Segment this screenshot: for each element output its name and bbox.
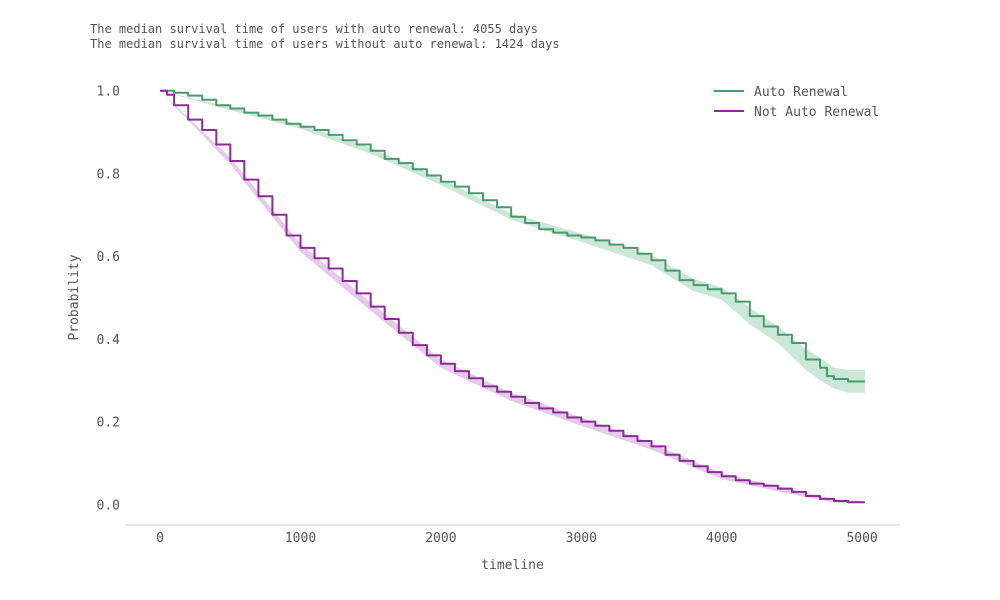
survival-line-auto-renewal	[160, 89, 865, 383]
y-tick-label: 0.2	[97, 416, 120, 431]
y-tick-label: 0.0	[97, 498, 120, 513]
x-tick-label: 3000	[566, 531, 597, 546]
ci-band-auto-renewal	[160, 90, 865, 393]
survival-line-not-auto-renewal	[160, 89, 865, 504]
y-tick-label: 1.0	[97, 85, 120, 100]
survival-lines	[160, 89, 865, 504]
median-no-auto-renewal-note: The median survival time of users withou…	[90, 37, 560, 51]
x-axis-ticks: 0 1000 2000 3000 4000 5000	[156, 531, 878, 546]
y-tick-label: 0.8	[97, 167, 120, 182]
x-tick-label: 4000	[706, 531, 737, 546]
legend-label-auto-renewal: Auto Renewal	[754, 85, 848, 100]
y-tick-label: 0.4	[97, 333, 121, 348]
x-axis-label: timeline	[481, 558, 544, 573]
y-axis-label: Probability	[67, 254, 82, 340]
x-tick-label: 5000	[846, 531, 877, 546]
legend: Auto Renewal Not Auto Renewal	[714, 85, 879, 120]
confidence-bands	[160, 90, 865, 504]
x-tick-label: 2000	[425, 531, 456, 546]
median-auto-renewal-note: The median survival time of users with a…	[90, 22, 538, 36]
y-tick-label: 0.6	[97, 250, 120, 265]
y-axis-ticks: 0.0 0.2 0.4 0.6 0.8 1.0	[97, 85, 121, 514]
x-tick-label: 1000	[285, 531, 316, 546]
ci-band-not-auto-renewal	[160, 90, 865, 504]
legend-label-not-auto-renewal: Not Auto Renewal	[754, 105, 879, 120]
x-tick-label: 0	[156, 531, 164, 546]
